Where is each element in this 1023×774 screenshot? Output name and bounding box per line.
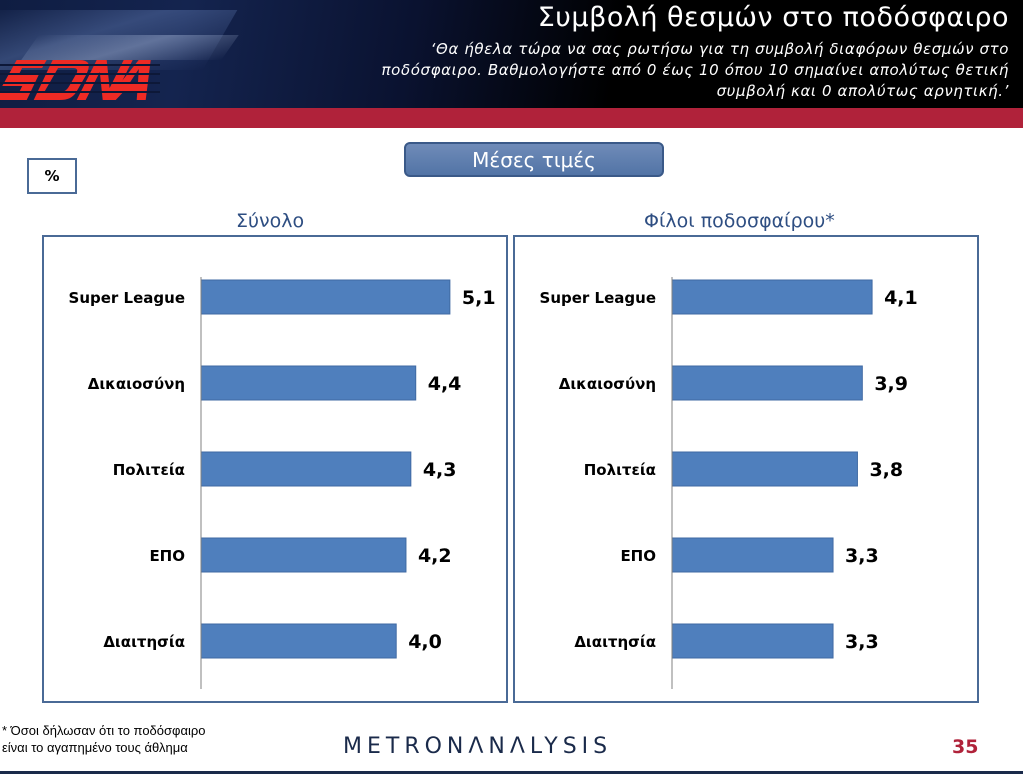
chart-title-total: Σύνολο [236, 210, 305, 232]
category-label: Δικαιοσύνη [559, 375, 656, 393]
value-label: 3,8 [869, 459, 903, 481]
header-banner: Συμβολή θεσμών στο ποδόσφαιρο ‘Θα ήθελα … [0, 0, 1023, 128]
question-line: ποδόσφαιρο. Βαθμολογήστε από 0 έως 10 όπ… [381, 61, 1009, 79]
value-label: 4,1 [884, 287, 918, 309]
value-label: 4,2 [418, 545, 452, 567]
chart-title-fans: Φίλοι ποδοσφαίρου* [644, 210, 835, 232]
bar [200, 451, 412, 487]
category-label: Super League [540, 289, 656, 307]
footnote-line: είναι το αγαπημένο τους άθλημα [2, 740, 188, 755]
page-number: 35 [952, 736, 979, 758]
category-label: Super League [69, 289, 185, 307]
question-text: ‘Θα ήθελα τώρα να σας ρωτήσω για τη συμβ… [189, 39, 1009, 102]
category-label: Διαιτησία [574, 633, 656, 651]
footnote-line: * Όσοι δήλωσαν ότι το ποδόσφαιρο [2, 723, 206, 738]
footer-rule [0, 771, 1023, 774]
bar [200, 623, 397, 659]
bar [671, 451, 858, 487]
value-label: 3,3 [845, 631, 879, 653]
header-accent-bar [0, 108, 1023, 128]
page-title: Συμβολή θεσμών στο ποδόσφαιρο [537, 2, 1009, 33]
bar [671, 537, 834, 573]
value-label: 4,3 [423, 459, 457, 481]
value-label: 4,0 [408, 631, 442, 653]
sdna-logo [0, 60, 160, 100]
question-line: συμβολή και 0 απολύτως αρνητική.’ [716, 82, 1009, 100]
category-label: Πολιτεία [584, 461, 656, 479]
percent-badge: % [27, 158, 77, 194]
footnote: * Όσοι δήλωσαν ότι το ποδόσφαιρο είναι τ… [2, 722, 206, 756]
bar-chart-total: Super League 5,1 Δικαιοσύνη 4,4 Πολιτεία 4,3 Ε… [69, 277, 496, 689]
category-label: Πολιτεία [113, 461, 185, 479]
category-label: ΕΠΟ [620, 547, 656, 565]
mean-values-label: Μέσες τιμές [404, 142, 664, 177]
bar [200, 537, 407, 573]
bar [671, 279, 873, 315]
value-label: 5,1 [462, 287, 496, 309]
value-label: 3,3 [845, 545, 879, 567]
category-label: ΕΠΟ [149, 547, 185, 565]
chart-panel-total: Super League 5,1 Δικαιοσύνη 4,4 Πολιτεία 4,3 Ε… [42, 235, 508, 703]
question-line: ‘Θα ήθελα τώρα να σας ρωτήσω για τη συμβ… [430, 40, 1009, 58]
bar [200, 279, 451, 315]
category-label: Δικαιοσύνη [88, 375, 185, 393]
value-label: 4,4 [428, 373, 462, 395]
bar-chart-fans: Super League 4,1 Δικαιοσύνη 3,9 Πολιτεία 3,8 Ε… [540, 277, 918, 689]
category-label: Διαιτησία [103, 633, 185, 651]
bar [671, 365, 863, 401]
bar [671, 623, 834, 659]
value-label: 3,9 [874, 373, 908, 395]
bar [200, 365, 417, 401]
metron-analysis-logo: METRONΛNΛLYSIS [343, 734, 613, 759]
chart-panel-fans: Super League 4,1 Δικαιοσύνη 3,9 Πολιτεία 3,8 Ε… [513, 235, 979, 703]
